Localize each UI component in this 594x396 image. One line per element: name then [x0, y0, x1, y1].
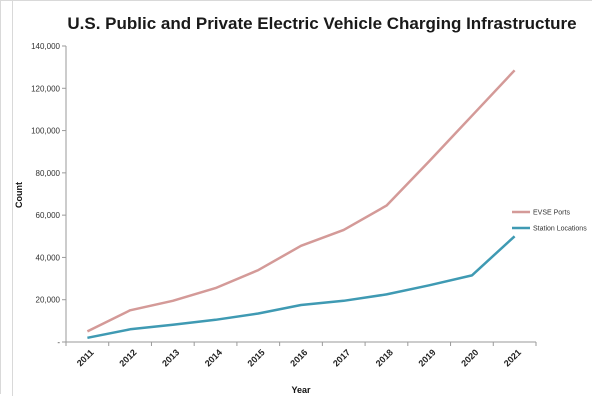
x-tick-label: 2018 — [374, 347, 395, 368]
y-tick-label: 140,000 — [31, 42, 60, 51]
x-tick-label: 2015 — [246, 347, 267, 368]
series-line-station-locations — [87, 235, 516, 340]
x-tick-label: 2011 — [75, 347, 96, 368]
legend-label: EVSE Ports — [533, 210, 570, 217]
x-tick-label: 2019 — [416, 347, 437, 368]
left-border-line — [12, 0, 13, 396]
series-line-evse-ports — [86, 69, 516, 333]
y-tick-label: - — [57, 338, 60, 347]
x-axis-label: Year — [291, 385, 311, 395]
x-axis: 2011 2012 2013 2014 2015 2016 2017 2018 2019 2020… — [65, 341, 537, 368]
x-tick-label: 2012 — [117, 347, 138, 368]
x-tick-label: 2017 — [331, 347, 352, 368]
y-tick-label: 40,000 — [36, 253, 61, 262]
y-tick-label: 120,000 — [31, 84, 60, 93]
x-tick-label: 2014 — [203, 347, 224, 368]
y-tick-label: 20,000 — [36, 296, 61, 305]
y-tick-label: 80,000 — [36, 169, 61, 178]
y-axis: - 20,000 40,000 60,000 80,000 100,000 120,000 1… — [31, 42, 67, 347]
x-tick-label: 2021 — [502, 347, 523, 368]
y-axis-label: Count — [14, 182, 24, 208]
y-tick-label: 60,000 — [36, 211, 61, 220]
y-tick-label: 100,000 — [31, 127, 60, 136]
x-tick-label: 2013 — [160, 347, 181, 368]
legend-label: Station Locations — [533, 226, 587, 233]
series-lines — [86, 69, 516, 340]
x-tick-label: 2020 — [459, 347, 480, 368]
x-tick-label: 2016 — [288, 347, 309, 368]
chart-title: U.S. Public and Private Electric Vehicle… — [67, 14, 577, 33]
legend: EVSE Ports Station Locations — [512, 210, 587, 233]
